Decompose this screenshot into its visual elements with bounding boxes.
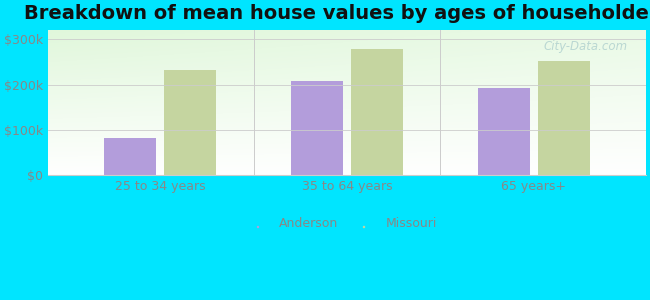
Bar [104, 138, 157, 175]
Bar [478, 88, 530, 175]
Title: Breakdown of mean house values by ages of householders: Breakdown of mean house values by ages o… [24, 4, 650, 23]
Bar [538, 61, 590, 175]
Text: City-Data.com: City-Data.com [544, 40, 628, 53]
Bar [164, 70, 216, 175]
Bar [351, 49, 403, 175]
Bar [291, 81, 343, 175]
Legend: Anderson, Missouri: Anderson, Missouri [257, 217, 437, 230]
